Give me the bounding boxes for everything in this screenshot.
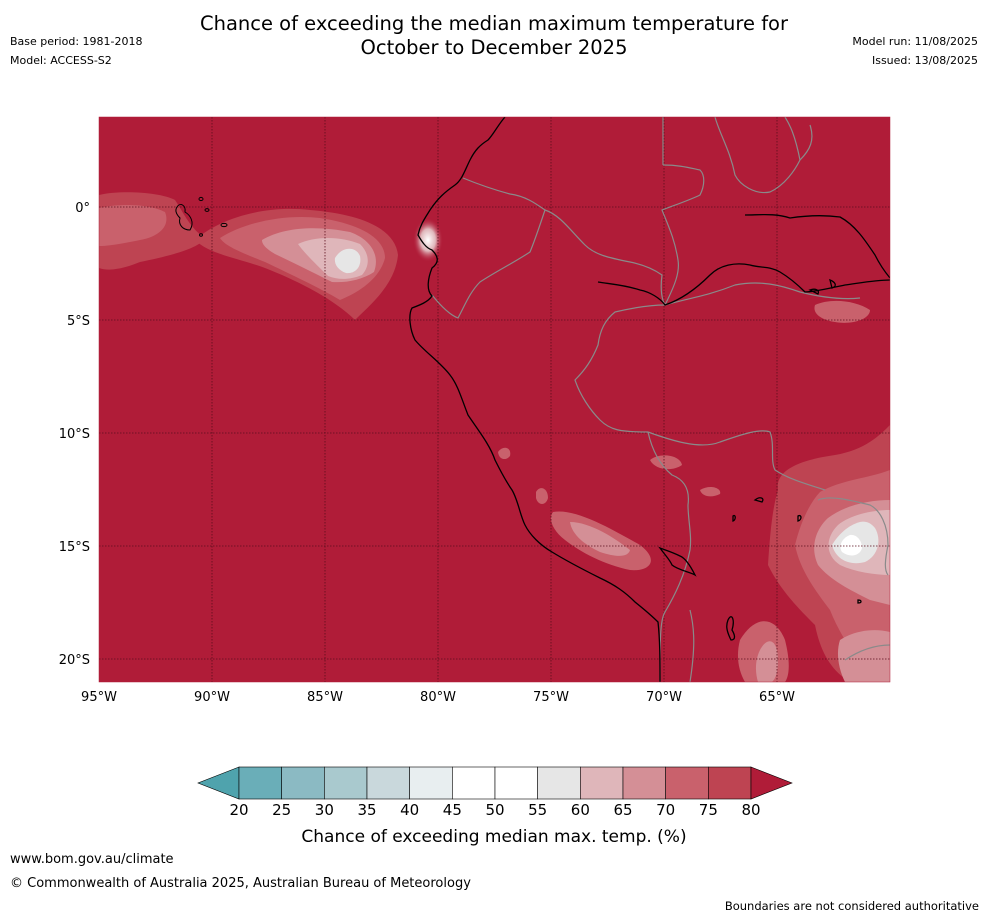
colorbar-segment [409, 766, 453, 800]
colorbar-label: Chance of exceeding median max. temp. (%… [301, 827, 687, 847]
map-frame [98, 116, 891, 683]
lat-tick: 10°S [59, 427, 90, 442]
region-patch-amazon [814, 300, 870, 323]
footer-note: Boundaries are not considered authoritat… [724, 899, 979, 913]
region-patch-bolivia-small-2 [700, 487, 721, 497]
region-pacific-west-65 [99, 204, 167, 246]
base-period-text: Base period: 1981-2018 [10, 35, 143, 48]
lat-tick: 5°S [67, 314, 90, 329]
lat-tick: 15°S [59, 540, 90, 555]
colorbar-segment [281, 766, 325, 800]
region-south-65 [755, 641, 778, 682]
region-patch-peru-2 [536, 488, 548, 504]
model-run-text: Model run: 11/08/2025 [852, 35, 978, 48]
colorbar-segment [452, 766, 496, 800]
footer-copyright: © Commonwealth of Australia 2025, Austra… [10, 876, 471, 891]
colorbar-segment [708, 766, 752, 800]
country-borders [431, 117, 890, 682]
lon-tick: 70°W [646, 690, 682, 705]
colorbar-tick-label: 65 [613, 801, 632, 819]
colorbar-arrow-low [197, 766, 240, 800]
colorbar-tick-label: 45 [443, 801, 462, 819]
colorbar-segment [494, 766, 538, 800]
region-southeast-65 [837, 630, 890, 682]
region-ecuador-coast [413, 218, 443, 262]
colorbar-tick-label: 75 [699, 801, 718, 819]
colorbar-ticks: 20 25 30 35 40 45 50 55 60 65 70 75 80 [229, 801, 760, 819]
lon-tick: 90°W [194, 690, 230, 705]
lon-tick: 85°W [307, 690, 343, 705]
galapagos-islands [175, 196, 228, 237]
footer-url: www.bom.gov.au/climate [10, 852, 174, 867]
colorbar-segment [324, 766, 368, 800]
coastline [409, 117, 890, 682]
colorbar-tick-label: 25 [272, 801, 291, 819]
colorbar-tick-label: 35 [357, 801, 376, 819]
title-line-2: October to December 2025 [360, 36, 628, 59]
colorbar-segment [537, 766, 581, 800]
lon-tick: 75°W [533, 690, 569, 705]
colorbar [197, 766, 793, 800]
gridlines [99, 117, 890, 682]
colorbar-segment [622, 766, 666, 800]
meta-left: Base period: 1981-2018 Model: ACCESS-S2 [10, 32, 142, 70]
region-bolivia-east-50 [840, 534, 862, 556]
colorbar-segment [665, 766, 709, 800]
colorbar-segment [580, 766, 624, 800]
colorbar-tick-label: 80 [741, 801, 760, 819]
chart-title: Chance of exceeding the median maximum t… [0, 12, 988, 60]
meta-right: Model run: 11/08/2025 Issued: 13/08/2025 [852, 32, 978, 70]
issued-text: Issued: 13/08/2025 [871, 54, 978, 67]
lon-tick: 80°W [420, 690, 456, 705]
lon-tick: 65°W [759, 690, 795, 705]
region-pacific-central-55 [334, 248, 361, 274]
colorbar-tick-label: 55 [528, 801, 547, 819]
map-background [99, 117, 890, 682]
lon-tick: 95°W [81, 690, 117, 705]
region-patch-peru-1 [498, 447, 511, 460]
colorbar-tick-label: 30 [315, 801, 334, 819]
title-line-1: Chance of exceeding the median maximum t… [199, 12, 789, 35]
model-text: Model: ACCESS-S2 [10, 54, 112, 67]
colorbar-segment [238, 766, 282, 800]
colorbar-tick-label: 70 [656, 801, 675, 819]
latitude-ticks: 0° 5°S 10°S 15°S 20°S [59, 201, 90, 668]
colorbar-tick-label: 20 [229, 801, 248, 819]
colorbar-tick-label: 40 [400, 801, 419, 819]
longitude-ticks: 95°W 90°W 85°W 80°W 75°W 70°W 65°W [81, 690, 795, 705]
region-patch-peru-3-65 [570, 522, 630, 556]
probability-regions [99, 192, 890, 682]
colorbar-segment [366, 766, 410, 800]
lat-tick: 20°S [59, 653, 90, 668]
colorbar-tick-label: 50 [485, 801, 504, 819]
colorbar-tick-label: 60 [571, 801, 590, 819]
colorbar-arrow-high [750, 766, 793, 800]
lat-tick: 0° [75, 201, 90, 216]
